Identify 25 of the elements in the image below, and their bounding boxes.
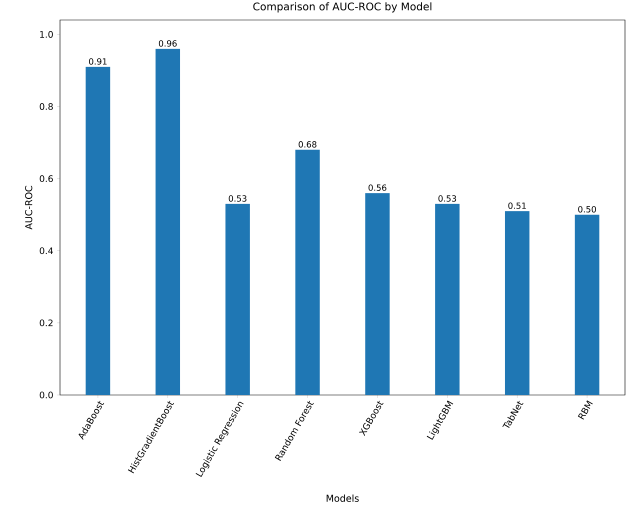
data-label: 0.56 (368, 184, 386, 191)
data-label: 0.68 (298, 141, 316, 148)
y-tick-label: 1.0 (40, 31, 53, 38)
data-label: 0.51 (508, 202, 526, 209)
bar (86, 66, 110, 395)
bar (504, 211, 530, 395)
data-label: 0.53 (228, 195, 246, 202)
y-tick-label: 0.0 (40, 392, 53, 398)
bar (365, 193, 390, 395)
bar (574, 214, 600, 395)
data-label: 0.50 (578, 206, 596, 213)
bar (295, 150, 320, 395)
data-label: 0.53 (438, 195, 456, 202)
bar (225, 204, 250, 395)
y-tick-label: 0.8 (40, 103, 53, 110)
bar (435, 204, 460, 395)
bar (156, 48, 180, 395)
y-tick-label: 0.2 (40, 319, 53, 326)
y-tick-label: 0.6 (40, 175, 53, 182)
y-axis-title: AUC-ROC (25, 186, 32, 230)
data-label: 0.96 (158, 40, 177, 47)
y-tick-label: 0.4 (40, 247, 53, 254)
data-label: 0.91 (89, 58, 107, 65)
x-axis-title: Models (326, 494, 359, 502)
chart-title: Comparison of AUC-ROC by Model (253, 2, 432, 12)
